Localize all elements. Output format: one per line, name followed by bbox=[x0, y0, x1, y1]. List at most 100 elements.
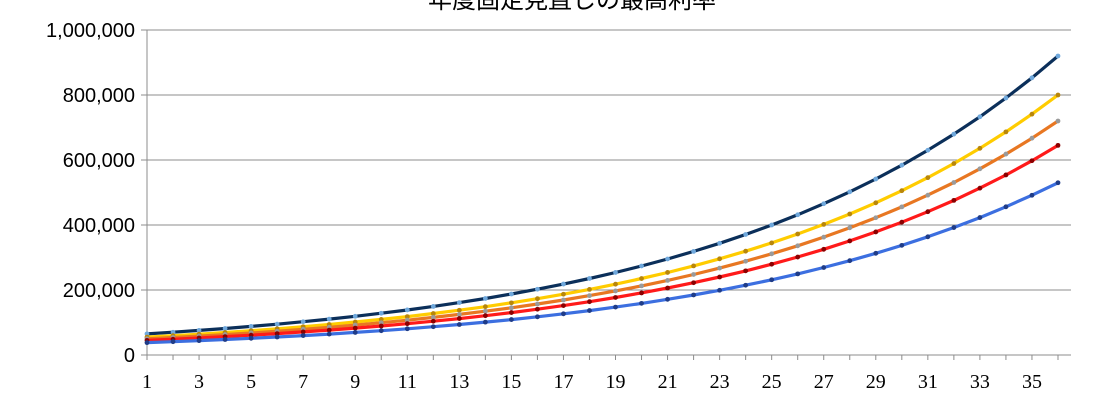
data-point bbox=[951, 161, 957, 166]
chart-title: 年度固定見直しの最高利率 bbox=[428, 0, 716, 14]
data-point bbox=[196, 338, 202, 344]
data-point bbox=[1055, 142, 1061, 148]
data-point bbox=[300, 333, 306, 338]
data-point bbox=[222, 326, 228, 331]
data-point bbox=[795, 231, 801, 237]
x-tick-label: 25 bbox=[762, 371, 782, 393]
x-tick-label: 33 bbox=[970, 371, 990, 393]
data-point bbox=[170, 339, 176, 345]
data-point bbox=[639, 290, 644, 296]
series-line-3 bbox=[146, 119, 1059, 341]
y-tick-label: 800,000 bbox=[63, 85, 135, 107]
data-point bbox=[847, 189, 853, 195]
x-axis-labels: 1 3 5 7 9 11 13 15 17 19 21 23 25 27 29 31 33 35 bbox=[142, 371, 1042, 393]
x-tick-label: 13 bbox=[449, 371, 469, 393]
data-point bbox=[821, 221, 827, 227]
data-point bbox=[404, 317, 410, 323]
data-point bbox=[847, 225, 853, 231]
data-point bbox=[977, 145, 983, 151]
data-point bbox=[691, 292, 696, 298]
x-tick-label: 19 bbox=[606, 371, 626, 393]
data-point bbox=[482, 304, 488, 310]
data-point bbox=[587, 286, 592, 292]
data-point bbox=[274, 331, 280, 337]
data-point bbox=[1029, 192, 1035, 198]
data-point bbox=[482, 296, 488, 301]
series-markers-1 bbox=[144, 53, 1061, 337]
x-tick-label: 15 bbox=[501, 371, 521, 393]
data-point bbox=[1029, 135, 1035, 141]
data-point bbox=[665, 270, 670, 275]
data-point bbox=[352, 330, 358, 335]
data-point bbox=[170, 329, 176, 335]
data-point bbox=[613, 270, 618, 275]
data-point bbox=[456, 322, 462, 327]
data-point bbox=[430, 315, 436, 320]
data-point bbox=[743, 248, 749, 254]
data-point bbox=[456, 307, 462, 313]
data-point bbox=[144, 340, 150, 346]
data-point bbox=[587, 308, 592, 313]
data-point bbox=[508, 305, 514, 311]
x-tick-label: 23 bbox=[710, 371, 730, 393]
data-point bbox=[639, 276, 644, 281]
data-point bbox=[561, 297, 566, 303]
data-point bbox=[873, 229, 879, 235]
data-point bbox=[847, 258, 853, 264]
data-point bbox=[665, 285, 670, 291]
data-point bbox=[821, 265, 827, 270]
data-point bbox=[1029, 158, 1035, 164]
y-tick-label: 0 bbox=[124, 345, 135, 367]
data-point bbox=[795, 243, 801, 249]
data-point bbox=[404, 314, 410, 319]
data-point bbox=[899, 188, 905, 194]
data-point bbox=[535, 314, 540, 320]
gridlines bbox=[147, 29, 1071, 291]
data-point bbox=[535, 286, 540, 292]
data-point bbox=[613, 281, 618, 287]
data-point bbox=[248, 324, 254, 329]
data-point bbox=[743, 258, 749, 264]
data-point bbox=[222, 337, 228, 342]
series-line-1 bbox=[146, 54, 1060, 336]
data-point bbox=[1003, 151, 1009, 157]
data-point bbox=[561, 291, 566, 297]
data-point bbox=[639, 300, 644, 306]
data-point bbox=[717, 265, 723, 271]
data-point bbox=[508, 310, 514, 315]
data-point bbox=[456, 316, 462, 321]
data-point bbox=[977, 114, 983, 120]
data-point bbox=[977, 215, 983, 220]
data-point bbox=[1055, 92, 1061, 98]
data-point bbox=[326, 316, 332, 322]
data-point bbox=[795, 271, 801, 277]
data-point bbox=[404, 326, 410, 332]
data-point bbox=[769, 251, 775, 257]
data-point bbox=[430, 324, 436, 330]
data-point bbox=[717, 274, 723, 280]
data-point bbox=[769, 277, 775, 283]
data-point bbox=[613, 288, 618, 294]
data-point bbox=[1029, 111, 1035, 117]
data-point bbox=[535, 301, 540, 307]
x-tick-label: 27 bbox=[814, 371, 834, 393]
data-point bbox=[404, 321, 410, 327]
data-point bbox=[378, 323, 384, 329]
data-point bbox=[587, 276, 592, 281]
data-point bbox=[821, 201, 827, 207]
data-point bbox=[717, 256, 723, 262]
data-point bbox=[535, 296, 540, 302]
data-point bbox=[587, 293, 592, 299]
data-point bbox=[769, 240, 775, 246]
data-point bbox=[769, 261, 775, 267]
data-point bbox=[274, 334, 280, 340]
data-point bbox=[1003, 204, 1009, 210]
series-line-5 bbox=[146, 181, 1059, 345]
data-point bbox=[899, 204, 905, 210]
data-point bbox=[951, 180, 957, 185]
series-markers-5 bbox=[144, 180, 1061, 346]
data-point bbox=[404, 307, 410, 313]
data-point bbox=[482, 308, 488, 314]
x-tick-label: 9 bbox=[350, 371, 360, 393]
data-point bbox=[613, 304, 618, 310]
